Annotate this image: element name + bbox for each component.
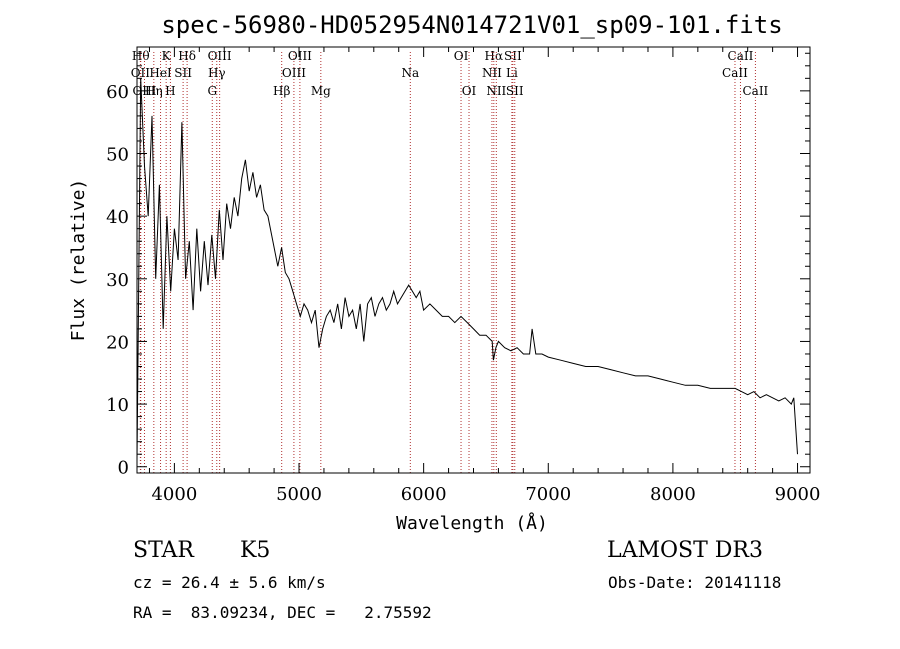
line-label-N-II-6548: NII	[482, 66, 502, 80]
line-label-Na: Na	[401, 66, 419, 80]
y-tick-label-60: 60	[106, 82, 129, 103]
line-label-O-I-6300: OI	[454, 49, 469, 63]
y-tick-label-40: 40	[106, 207, 129, 228]
line-label-S-II-6731: SII	[506, 84, 524, 98]
line-label-N-II-6583: NII	[486, 84, 506, 98]
object-subclass: K5	[240, 538, 271, 563]
line-label-H-beta: Hβ	[273, 84, 290, 98]
line-label-O-III-5007: OIII	[288, 49, 312, 63]
line-label-O-III-4959: OIII	[282, 66, 306, 80]
chart-title: spec-56980-HD052954N014721V01_sp09-101.f…	[161, 11, 782, 39]
line-label-G: G	[207, 84, 217, 98]
x-tick-label-9000: 9000	[775, 484, 821, 505]
survey-name: LAMOST DR3	[607, 538, 763, 563]
x-tick-label-7000: 7000	[525, 484, 571, 505]
coordinates: RA = 83.09234, DEC = 2.75592	[133, 603, 432, 622]
y-axis-ticks: 0 10 20 30 40 50 60	[106, 52, 810, 479]
y-tick-label-50: 50	[106, 145, 129, 166]
line-label-O-I-6364: OI	[462, 84, 477, 98]
line-label-O-II: OII	[131, 66, 151, 80]
spectrum-data	[136, 78, 798, 461]
y-tick-label-0: 0	[118, 458, 129, 479]
line-label-Ca-II-8498: CaII	[722, 66, 748, 80]
object-class: STAR	[133, 538, 194, 563]
x-tick-label-8000: 8000	[650, 484, 696, 505]
line-label-S-II-blue: SII	[174, 66, 192, 80]
redshift-velocity: cz = 26.4 ± 5.6 km/s	[133, 573, 326, 592]
y-tick-label-30: 30	[106, 270, 129, 291]
line-label-H: H	[165, 84, 175, 98]
line-label-Mg: Mg	[311, 84, 331, 98]
y-tick-label-10: 10	[106, 395, 129, 416]
x-tick-label-5000: 5000	[276, 484, 322, 505]
x-tick-label-4000: 4000	[151, 484, 197, 505]
line-label-H-alpha: Hα	[485, 49, 504, 63]
line-label-S-II-6716: SII	[504, 49, 522, 63]
plot-frame	[136, 46, 811, 474]
line-label-He-I: HeI	[149, 66, 172, 80]
x-axis-ticks: 4000 5000 6000 7000 8000 9000	[148, 47, 821, 505]
line-label-H-delta: Hδ	[178, 49, 196, 63]
x-axis-label: Wavelength (Å)	[396, 512, 548, 534]
line-label-Ca-II-8662: CaII	[742, 84, 768, 98]
x-tick-label-6000: 6000	[401, 484, 447, 505]
series-line-spectrum	[136, 78, 798, 461]
y-tick-label-20: 20	[106, 332, 129, 353]
line-label-Li: Li	[506, 66, 518, 80]
observation-date: Obs-Date: 20141118	[608, 573, 782, 592]
y-axis-label: Flux (relative)	[68, 179, 89, 342]
line-label-Ca-II-8542: CaII	[728, 49, 754, 63]
line-label-H-eta: Hη	[145, 84, 163, 98]
line-label-O-III-4363: OIII	[208, 49, 232, 63]
line-label-H-gamma: Hγ	[208, 66, 226, 80]
line-label-K: K	[162, 49, 172, 63]
